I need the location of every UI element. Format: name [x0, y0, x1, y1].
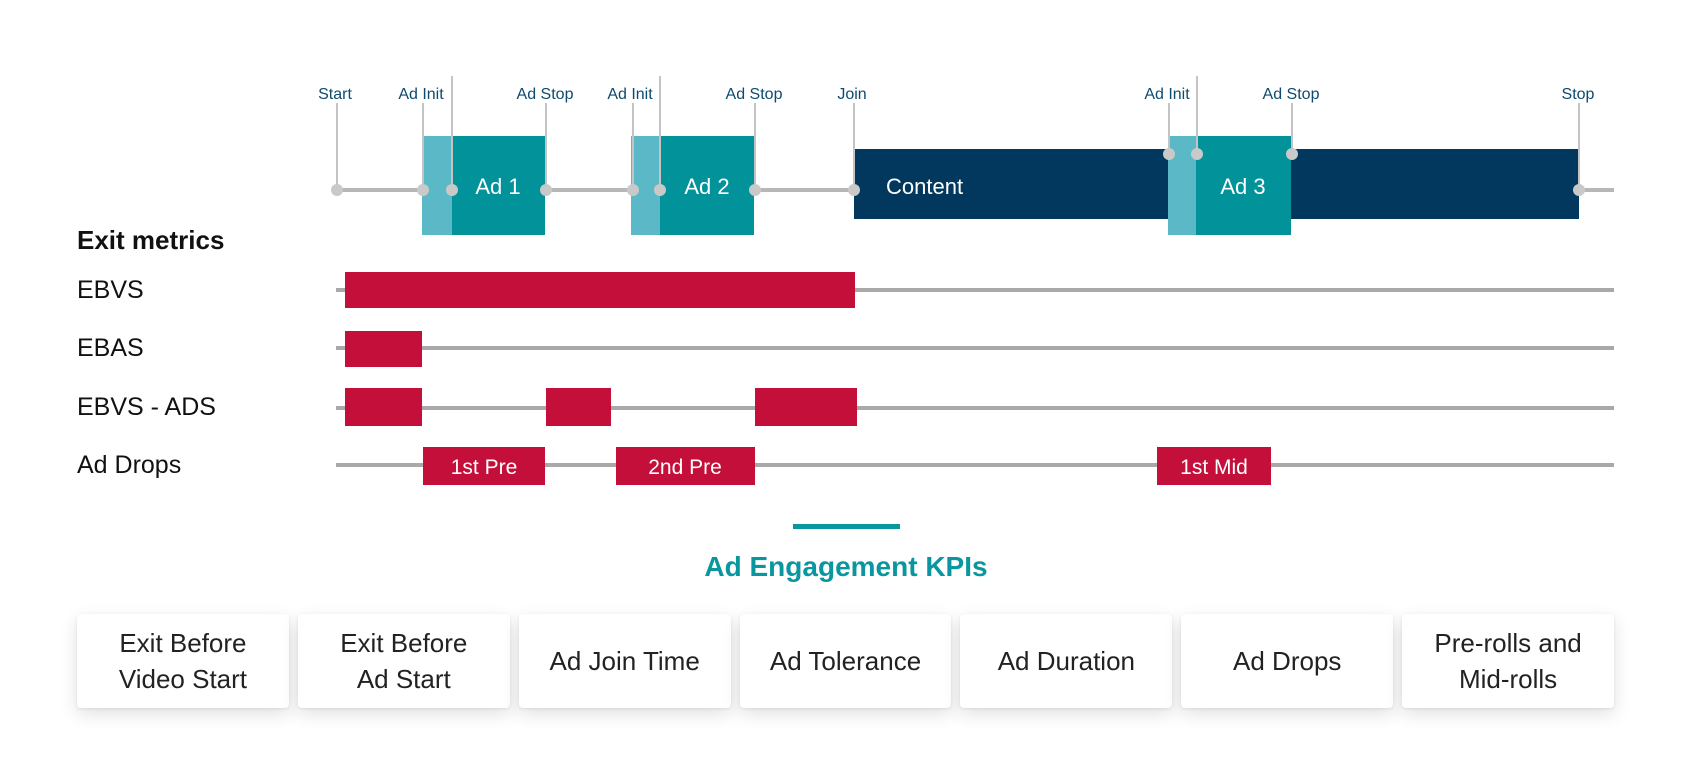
exit-metrics-title: Exit metrics	[77, 225, 224, 255]
marker-lines	[336, 76, 1580, 190]
marker-label-ad-init-1: Ad Init	[398, 86, 444, 103]
ad1-stop-dot	[540, 184, 552, 196]
kpi-card-ad-join-time: Ad Join Time	[518, 614, 731, 708]
kpi-card-label: Ad Duration	[997, 646, 1136, 676]
kpi-card-ad-duration: Ad Duration	[960, 614, 1173, 708]
content-label: Content	[886, 174, 963, 199]
row-label-ebas: EBAS	[77, 334, 144, 362]
marker-label-ad-init-2: Ad Init	[607, 86, 653, 103]
ebvs-ads-bar-2	[546, 388, 611, 426]
ad1-init-dot-b	[446, 184, 458, 196]
drop-1st-mid-bar	[1157, 447, 1271, 485]
marker-label-stop: Stop	[1562, 86, 1595, 103]
kpi-card-pre-rolls-and-mid-rolls: Pre-rolls and Mid-rolls	[1402, 614, 1615, 708]
ad3-block	[1196, 136, 1291, 235]
ebvs-bar	[345, 272, 855, 308]
ad3-init-dot-b	[1191, 148, 1203, 160]
drop-1st-pre-label: 1st Pre	[451, 456, 518, 479]
ebas-bar	[345, 331, 422, 367]
stop-dot	[1573, 184, 1585, 196]
kpi-card-label: Ad Join Time	[549, 646, 700, 676]
ad2-stop-dot	[749, 184, 761, 196]
drop-1st-mid-label: 1st Mid	[1180, 456, 1248, 479]
kpi-card-label: Pre-rolls and Mid-rolls	[1434, 628, 1582, 694]
marker-label-ad-stop-3: Ad Stop	[1263, 86, 1320, 103]
ad3-stop-dot	[1286, 148, 1298, 160]
marker-label-start: Start	[318, 86, 352, 103]
start-dot	[331, 184, 343, 196]
row-label-ad-drops: Ad Drops	[77, 451, 181, 479]
kpi-card-exit-before-ad-start: Exit Before Ad Start	[297, 614, 510, 708]
kpi-card-exit-before-video-start: Exit Before Video Start	[77, 614, 289, 708]
marker-label-join: Join	[837, 86, 866, 103]
marker-label-ad-init-3: Ad Init	[1144, 86, 1190, 103]
kpi-card-ad-drops: Ad Drops	[1181, 614, 1394, 708]
drop-1st-pre-bar	[423, 447, 545, 485]
ad1-block	[452, 136, 545, 235]
ad1-init-block	[422, 136, 452, 235]
drop-2nd-pre-bar	[616, 447, 755, 485]
ad2-init-dot-a	[627, 184, 639, 196]
marker-label-ad-stop-2: Ad Stop	[726, 86, 783, 103]
ad1-init-dot-a	[417, 184, 429, 196]
kpi-card-label: Exit Before Ad Start	[340, 628, 468, 694]
kpi-card-label: Ad Drops	[1233, 646, 1342, 676]
ebvs-ads-bar-3	[755, 388, 857, 426]
kpi-card-label: Exit Before Video Start	[118, 628, 248, 694]
ad1-label: Ad 1	[475, 174, 520, 199]
kpi-card-label: Ad Tolerance	[769, 646, 922, 676]
kpi-title: Ad Engagement KPIs	[704, 551, 987, 582]
row-label-ebvs: EBVS	[77, 276, 144, 304]
join-dot	[848, 184, 860, 196]
kpi-card-row: Exit Before Video Start Exit Before Ad S…	[77, 614, 1615, 708]
drop-2nd-pre-label: 2nd Pre	[648, 456, 722, 479]
ebvs-ads-bar-1	[345, 388, 422, 426]
ad3-label: Ad 3	[1220, 174, 1265, 199]
ad2-block	[660, 136, 754, 235]
kpi-accent-bar	[793, 524, 900, 529]
ad2-label: Ad 2	[684, 174, 729, 199]
row-label-ebvs-ads: EBVS - ADS	[77, 393, 216, 421]
kpi-card-ad-tolerance: Ad Tolerance	[739, 614, 952, 708]
marker-dots	[331, 148, 1585, 196]
ad2-init-dot-b	[654, 184, 666, 196]
ad3-init-dot-a	[1163, 148, 1175, 160]
marker-label-ad-stop-1: Ad Stop	[517, 86, 574, 103]
